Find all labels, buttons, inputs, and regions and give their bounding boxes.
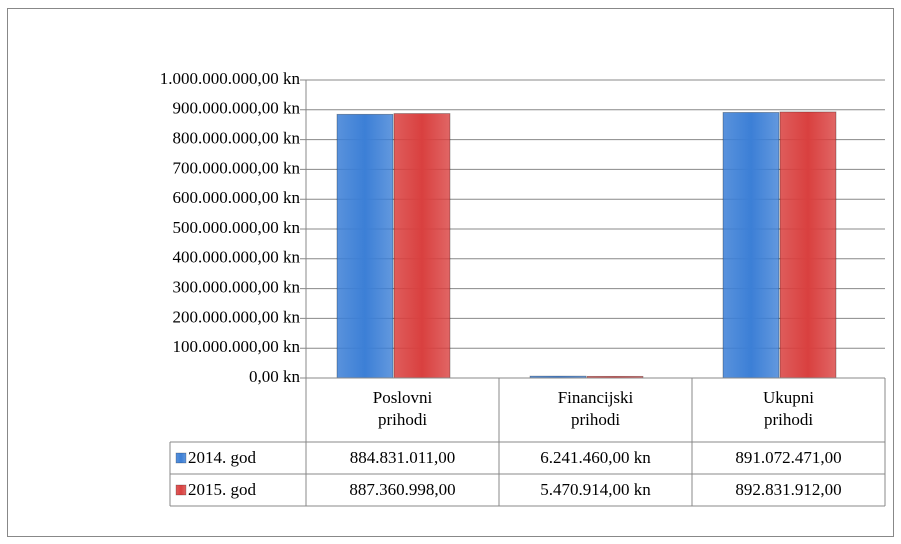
legend-key [175,452,187,464]
table-value: 6.241.460,00 kn [540,448,651,467]
y-tick-label: 0,00 kn [249,367,301,386]
bar [779,111,837,379]
table-value: 892.831.912,00 [735,480,841,499]
bar [722,112,780,379]
y-tick-label: 400.000.000,00 kn [173,248,301,267]
bar [336,113,394,379]
y-tick-label: 800.000.000,00 kn [173,129,301,148]
table-value: 887.360.998,00 [349,480,455,499]
legend-key [175,484,187,496]
y-tick-label: 900.000.000,00 kn [173,99,301,118]
table-value: 891.072.471,00 [735,448,841,467]
y-tick-label: 600.000.000,00 kn [173,188,301,207]
legend-label: 2015. god [188,480,257,499]
table-value: 884.831.011,00 [350,448,456,467]
legend-label: 2014. god [188,448,257,467]
table-value: 5.470.914,00 kn [540,480,651,499]
y-tick-label: 500.000.000,00 kn [173,218,301,237]
bar [393,113,451,379]
y-tick-label: 700.000.000,00 kn [173,158,301,177]
y-tick-label: 1.000.000.000,00 kn [160,69,301,88]
y-tick-label: 200.000.000,00 kn [173,307,301,326]
x-tick-label: Poslovni prihodi [372,388,433,429]
x-tick-label: Ukupni prihodi [763,388,814,429]
x-tick-label: Financijski prihodi [557,388,634,429]
y-tick-label: 100.000.000,00 kn [173,337,301,356]
y-tick-label: 300.000.000,00 kn [173,278,301,297]
